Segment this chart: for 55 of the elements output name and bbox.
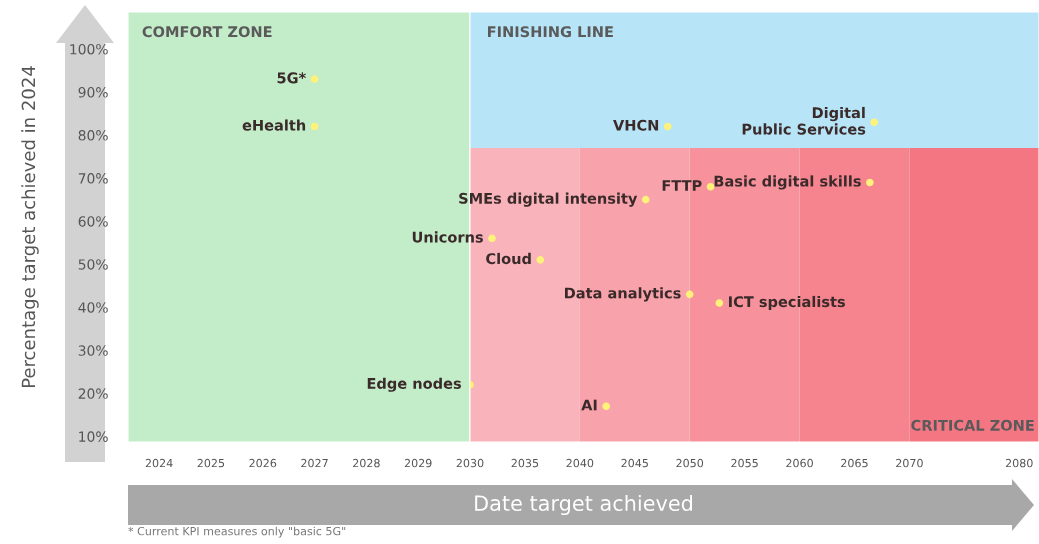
band-label: FINISHING LINE bbox=[488, 26, 613, 38]
point bbox=[663, 122, 672, 131]
x-tick-label: 2035 bbox=[511, 458, 539, 468]
x-tick-label: 2030 bbox=[456, 458, 484, 468]
point bbox=[870, 118, 879, 126]
x-tick-label: 2045 bbox=[621, 458, 648, 468]
x-tick-label: 2040 bbox=[566, 458, 594, 468]
x-tick-label: 2028 bbox=[353, 458, 380, 468]
y-tick-label: 90% bbox=[78, 87, 108, 98]
point bbox=[715, 299, 724, 307]
annotation: Data analytics bbox=[565, 287, 681, 302]
annotation: Basic digital skills bbox=[714, 175, 861, 190]
point bbox=[641, 195, 650, 204]
x-tick-label: 2065 bbox=[841, 458, 868, 468]
band-label: CRITICAL ZONE bbox=[911, 419, 1034, 431]
text: * Current KPI measures only "basic 5G" bbox=[128, 526, 346, 538]
x-tick-label: 2070 bbox=[896, 458, 923, 468]
point bbox=[866, 178, 874, 187]
point bbox=[685, 290, 694, 299]
x-tick-label: 2027 bbox=[301, 458, 328, 468]
point bbox=[488, 234, 496, 243]
annotation: AI bbox=[581, 399, 597, 411]
y-tick-label: 30% bbox=[78, 345, 108, 356]
point bbox=[706, 182, 715, 191]
annotation: 5G* bbox=[277, 72, 306, 84]
point bbox=[536, 256, 545, 264]
y-axis-title: Percentage target achieved in 2024 bbox=[21, 66, 39, 388]
y-tick-label: 40% bbox=[78, 302, 108, 313]
annotation: FTTP bbox=[662, 180, 702, 191]
x-tick-label: 2024 bbox=[145, 458, 173, 468]
annotation: Unicorns bbox=[412, 231, 483, 243]
annotation: Edge nodes bbox=[367, 377, 461, 392]
y-tick-label: 80% bbox=[78, 130, 108, 141]
y-tick-label: 100% bbox=[70, 43, 108, 55]
x-tick-label: 2080 bbox=[1005, 458, 1033, 468]
annotation: SMEs digital intensity bbox=[459, 192, 638, 207]
band-label: COMFORT ZONE bbox=[142, 26, 272, 38]
x-tick-label: 2050 bbox=[676, 458, 704, 468]
x-axis-title: Date target achieved bbox=[475, 494, 692, 516]
x-tick-label: 2029 bbox=[404, 458, 432, 468]
y-tick-label: 70% bbox=[78, 173, 108, 184]
x-tick-label: 2025 bbox=[197, 458, 225, 468]
x-tick-label: 2060 bbox=[786, 458, 813, 468]
y-tick-label: 20% bbox=[78, 388, 108, 399]
annotation: VHCN bbox=[613, 119, 659, 131]
y-tick-label: 50% bbox=[78, 259, 108, 270]
annotation: Cloud bbox=[486, 252, 531, 265]
y-tick-label: 10% bbox=[79, 431, 108, 442]
y-tick-label: 60% bbox=[78, 216, 108, 227]
annotation: ICT specialists bbox=[729, 295, 845, 311]
point bbox=[602, 402, 611, 411]
x-tick-label: 2055 bbox=[731, 458, 758, 468]
annotation: Digital Public Services bbox=[742, 106, 866, 135]
x-tick-label: 2026 bbox=[249, 458, 277, 468]
annotation: eHealth bbox=[242, 119, 306, 131]
